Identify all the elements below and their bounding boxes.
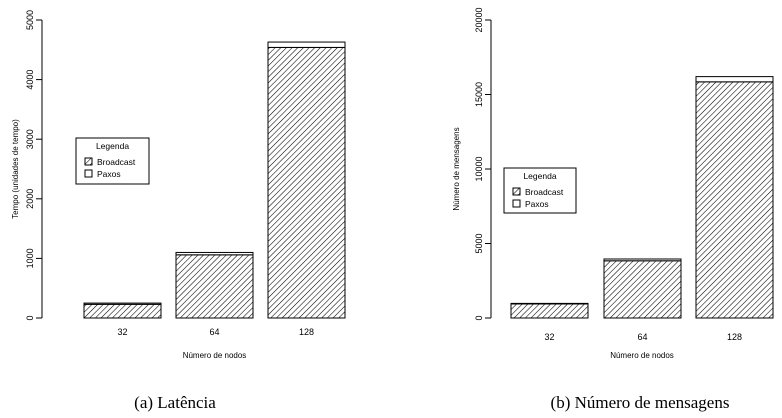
bar-broadcast-32 [510,303,589,319]
y-tick-label: 4000 [25,70,35,90]
y-tick-label: 2000 [25,189,35,209]
x-tick-label: 64 [637,332,647,342]
bar-broadcast-64 [175,254,254,319]
y-tick-label: 5000 [474,233,484,253]
legend-label-broadcast: Broadcast [97,157,136,167]
legend: Legenda Broadcast Paxos [75,137,150,185]
y-tick-label: 5000 [25,10,35,30]
legend-title: Legenda [523,171,556,181]
chart-panel-latency: 0 1000 2000 3000 4000 5000 Tempo (unidades de … [11,10,346,412]
figure-caption: (b) Número de mensagens [551,393,730,412]
bar-paxos-64 [603,258,682,262]
bar-paxos-128 [267,41,346,48]
legend-swatch-paxos [512,199,521,208]
bar-broadcast-32 [83,303,162,319]
figure-caption: (a) Latência [134,393,216,412]
x-tick-label: 64 [209,327,219,337]
legend-title: Legenda [96,141,129,151]
bar-broadcast-128 [695,81,774,319]
chart-panel-messages: 0 5000 10000 15000 20000 Número de mensagens 3… [452,7,774,412]
legend-swatch-paxos [84,169,93,178]
x-axis-title: Número de nodos [183,351,247,360]
bar-broadcast-64 [603,260,682,319]
y-tick-label: 3000 [25,129,35,149]
y-axis-title: Tempo (unidades de tempo) [11,119,20,219]
legend: Legenda Broadcast Paxos [503,167,577,214]
bar-broadcast-128 [267,46,346,319]
y-tick-label: 10000 [474,156,484,181]
x-tick-label: 32 [544,332,554,342]
x-tick-label: 32 [117,327,127,337]
y-tick-label: 1000 [25,248,35,268]
bar-paxos-32 [510,302,589,305]
x-axis-title: Número de nodos [610,351,674,360]
legend-swatch-broadcast [84,157,93,166]
y-tick-label: 0 [474,315,484,320]
y-tick-label: 15000 [474,82,484,107]
x-tick-label: 128 [299,327,314,337]
bar-paxos-64 [175,251,254,256]
legend-label-paxos: Paxos [525,199,549,209]
y-axis-title: Número de mensagens [452,127,461,210]
legend-label-broadcast: Broadcast [525,187,564,197]
bar-paxos-32 [83,302,162,305]
legend-swatch-broadcast [512,187,521,196]
y-tick-label: 0 [25,315,35,320]
y-tick-label: 20000 [474,7,484,32]
bar-paxos-128 [695,76,774,83]
legend-label-paxos: Paxos [97,169,121,179]
x-tick-label: 128 [727,332,742,342]
